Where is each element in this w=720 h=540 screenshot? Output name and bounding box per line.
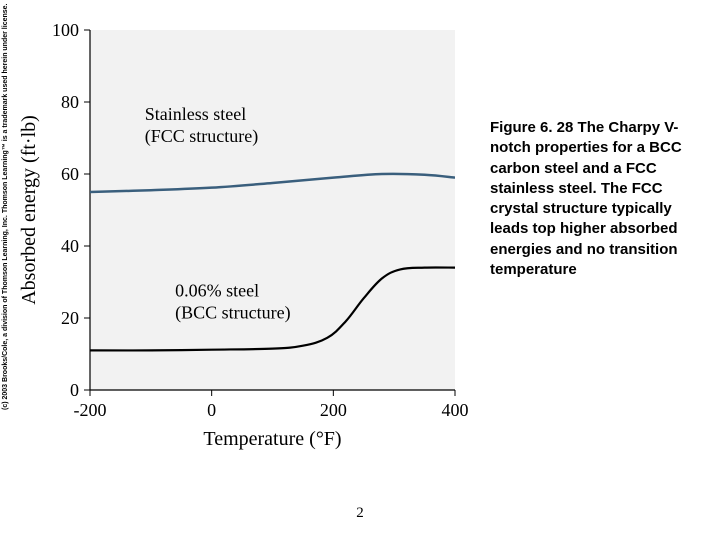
chart-svg: 020406080100-2000200400Temperature (°F)A… xyxy=(10,20,470,460)
charpy-chart: 020406080100-2000200400Temperature (°F)A… xyxy=(10,20,470,460)
svg-text:(BCC structure): (BCC structure) xyxy=(175,302,290,323)
svg-text:0: 0 xyxy=(207,400,216,420)
copyright-text: (c) 2003 Brooks/Cole, a division of Thom… xyxy=(2,4,9,410)
svg-text:100: 100 xyxy=(52,20,79,40)
svg-text:200: 200 xyxy=(320,400,347,420)
svg-text:0.06% steel: 0.06% steel xyxy=(175,280,259,300)
svg-text:Stainless steel: Stainless steel xyxy=(145,104,247,124)
page-number: 2 xyxy=(0,505,720,522)
svg-text:Temperature (°F): Temperature (°F) xyxy=(203,428,341,450)
svg-text:0: 0 xyxy=(70,380,79,400)
svg-text:(FCC structure): (FCC structure) xyxy=(145,126,258,147)
page-root: (c) 2003 Brooks/Cole, a division of Thom… xyxy=(0,0,720,540)
svg-text:Absorbed energy (ft·lb): Absorbed energy (ft·lb) xyxy=(18,115,40,305)
svg-text:20: 20 xyxy=(61,308,79,328)
svg-text:60: 60 xyxy=(61,164,79,184)
svg-text:40: 40 xyxy=(61,236,79,256)
svg-text:80: 80 xyxy=(61,92,79,112)
svg-text:-200: -200 xyxy=(74,400,107,420)
figure-caption: Figure 6. 28 The Charpy V-notch properti… xyxy=(490,118,705,280)
svg-text:400: 400 xyxy=(442,400,469,420)
